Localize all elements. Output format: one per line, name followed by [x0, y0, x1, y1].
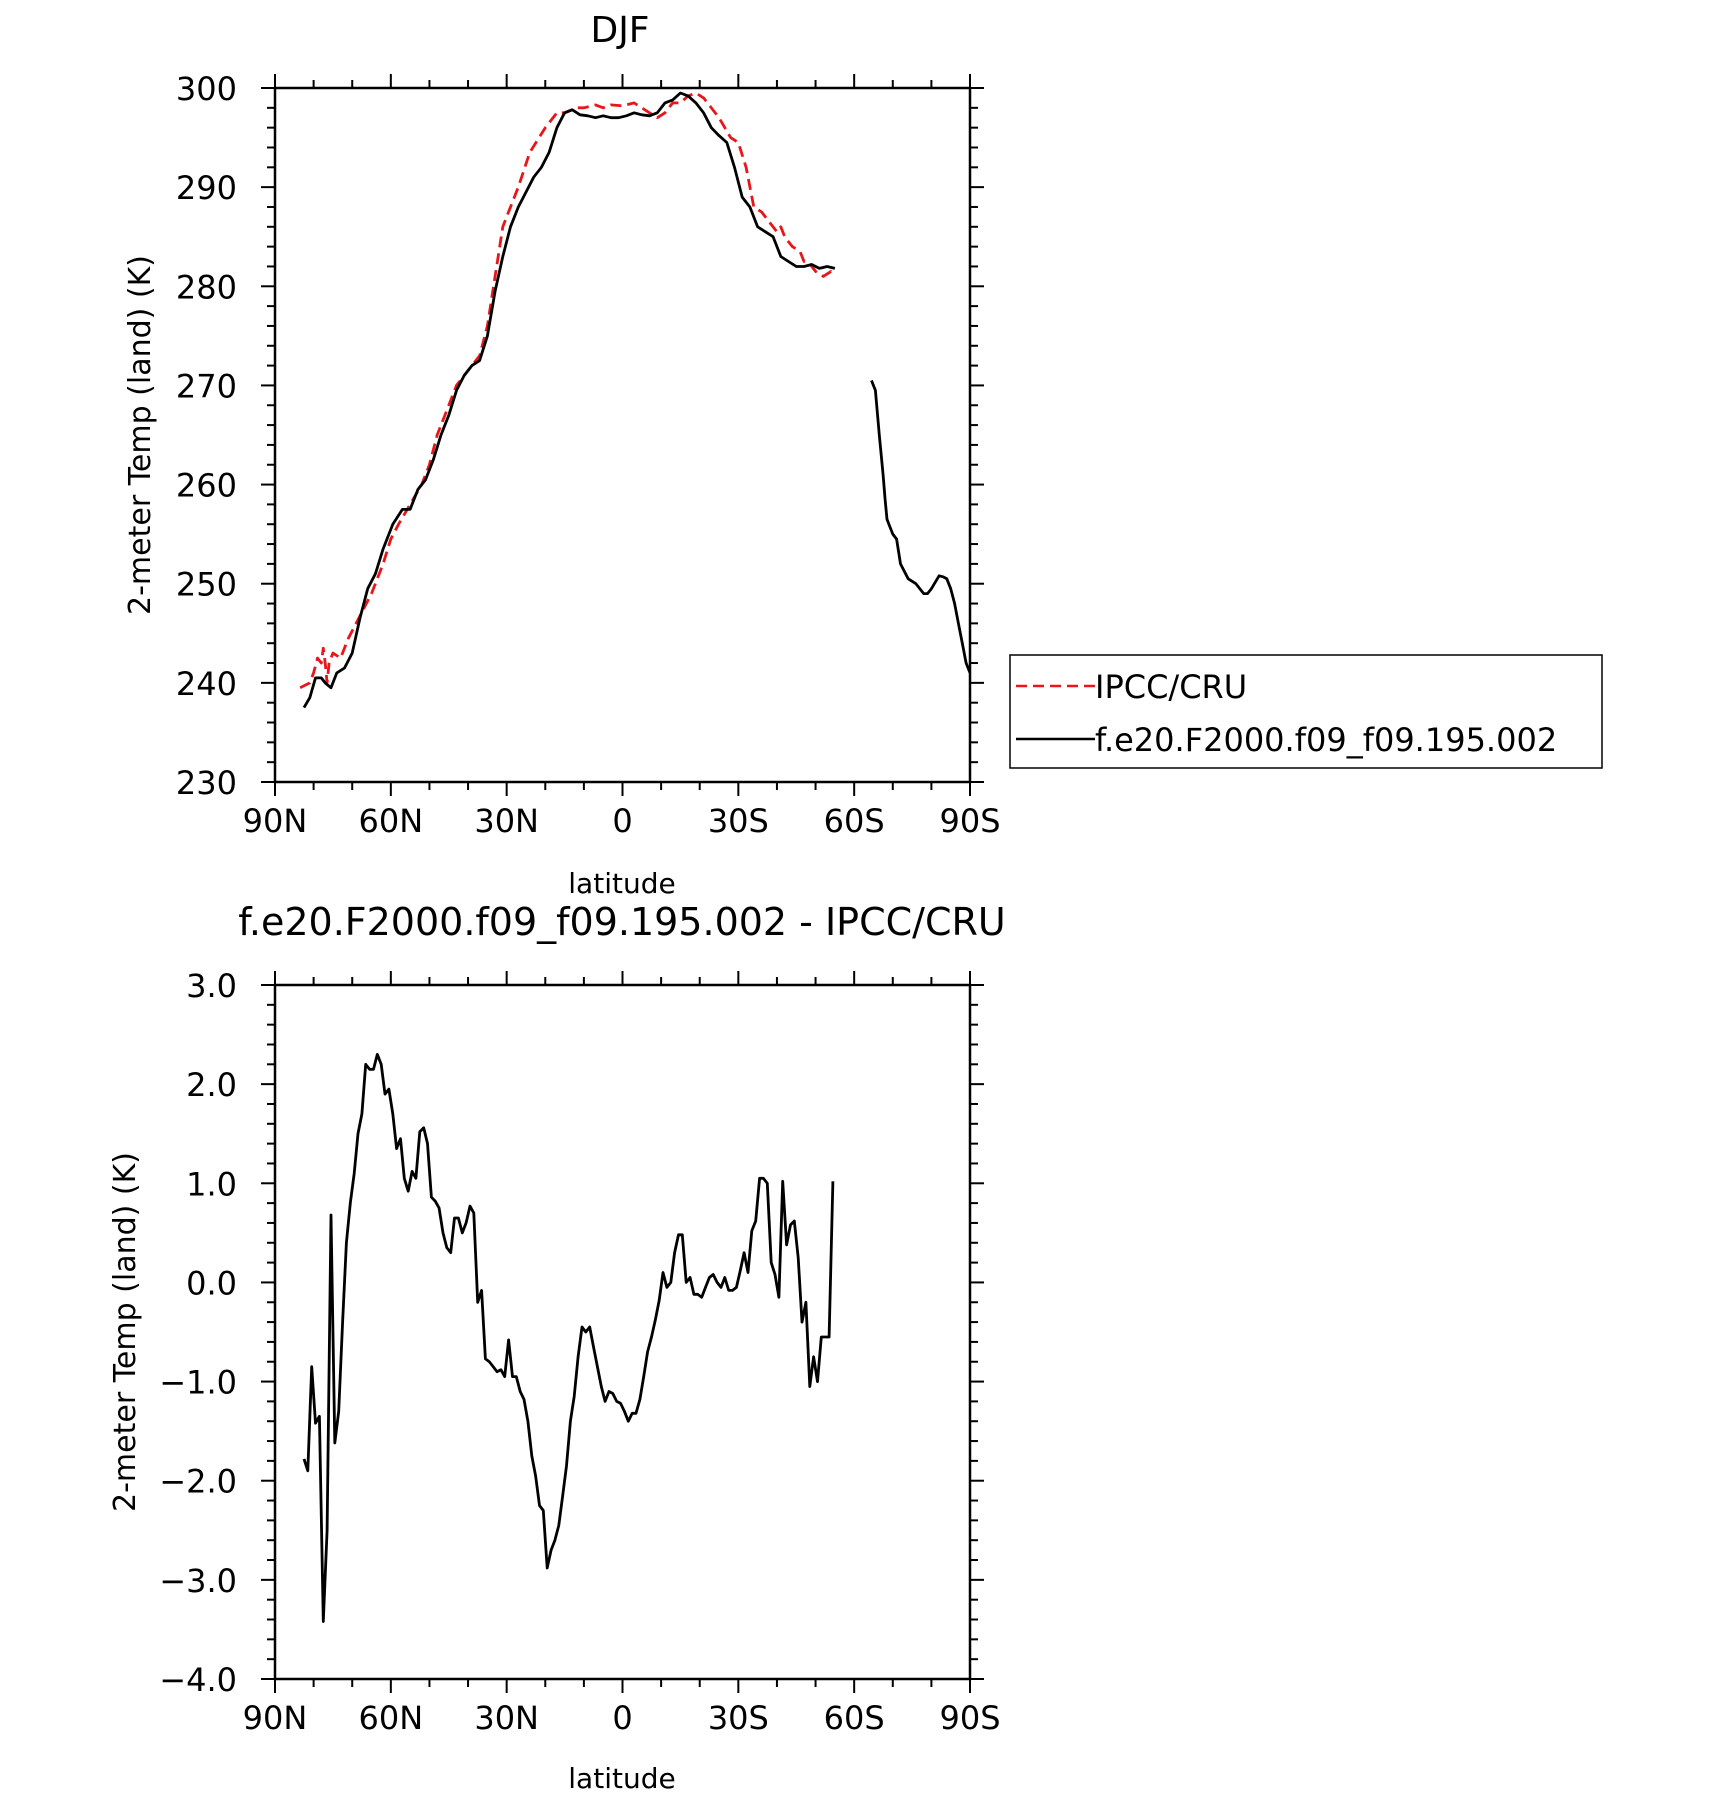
y-tick-label: 240: [176, 665, 237, 703]
plot-frame: [273, 86, 972, 784]
y-tick-label: 280: [176, 268, 237, 306]
x-tick-label: 90S: [939, 1699, 1000, 1737]
series-line-f-e20-f2000-f09-f09-195-002-2: [870, 379, 972, 674]
x-tick-label: 30N: [474, 1699, 539, 1737]
y-tick-label: 230: [176, 764, 237, 802]
x-tick-label: 60S: [824, 1699, 885, 1737]
chart-panel-bottom: f.e20.F2000.f09_f09.195.002 - IPCC/CRU 9…: [108, 900, 1006, 1794]
series-line-ipcc-cru: [299, 91, 836, 690]
legend-label-model: f.e20.F2000.f09_f09.195.002: [1095, 721, 1557, 759]
y-axis-label: 2-meter Temp (land) (K): [108, 1152, 143, 1512]
x-tick-label: 60N: [359, 1699, 424, 1737]
legend: IPCC/CRU f.e20.F2000.f09_f09.195.002: [1009, 654, 1603, 769]
plot-frame: [273, 983, 972, 1681]
y-tick-label: −4.0: [159, 1661, 237, 1699]
axis-tick-labels: 90N 60N 30N 0 30S 60S 90S 230 240 250 260 270 280 290…: [176, 70, 1001, 840]
x-tick-label: 30S: [708, 1699, 769, 1737]
y-tick-label: 2.0: [186, 1066, 237, 1104]
x-axis-label: latitude: [568, 867, 675, 900]
axis-ticks: [261, 971, 984, 1693]
y-tick-label: 0.0: [186, 1264, 237, 1302]
x-tick-label: 30N: [474, 802, 539, 840]
x-axis-label: latitude: [568, 1762, 675, 1794]
x-tick-label: 0: [612, 802, 632, 840]
y-tick-label: 1.0: [186, 1165, 237, 1203]
axis-ticks: [261, 74, 984, 796]
y-tick-label: −3.0: [159, 1562, 237, 1600]
chart-title: DJF: [590, 10, 649, 51]
y-tick-label: −2.0: [159, 1463, 237, 1501]
series-line-difference: [302, 1053, 835, 1623]
axis-tick-labels: 90N 60N 30N 0 30S 60S 90S −4.0 −3.0 −2.0 −1.0 0.0 1.…: [159, 967, 1000, 1737]
x-tick-label: 90N: [243, 1699, 308, 1737]
x-tick-label: 90S: [939, 802, 1000, 840]
y-tick-label: 3.0: [186, 967, 237, 1005]
x-tick-label: 60N: [359, 802, 424, 840]
plot-area: [302, 1053, 835, 1623]
y-tick-label: 300: [176, 70, 237, 108]
series-line-f-e20-f2000-f09-f09-195-002: [302, 91, 836, 709]
legend-label-ipcc-cru: IPCC/CRU: [1095, 668, 1247, 706]
y-tick-label: 260: [176, 467, 237, 505]
x-tick-label: 60S: [824, 802, 885, 840]
y-tick-label: 250: [176, 566, 237, 604]
legend-frame: [1009, 654, 1603, 769]
x-tick-label: 0: [612, 1699, 632, 1737]
y-tick-label: −1.0: [159, 1364, 237, 1402]
x-tick-label: 90N: [243, 802, 308, 840]
y-tick-label: 270: [176, 367, 237, 405]
chart-panel-top: DJF 90N 60N 30N 0 30S 60S 90S 230 240 250 260 270 28…: [123, 10, 1603, 900]
y-tick-label: 290: [176, 169, 237, 207]
x-tick-label: 30S: [708, 802, 769, 840]
y-axis-label: 2-meter Temp (land) (K): [123, 255, 158, 615]
plot-area: [299, 91, 972, 709]
chart-title: f.e20.F2000.f09_f09.195.002 - IPCC/CRU: [238, 900, 1005, 944]
